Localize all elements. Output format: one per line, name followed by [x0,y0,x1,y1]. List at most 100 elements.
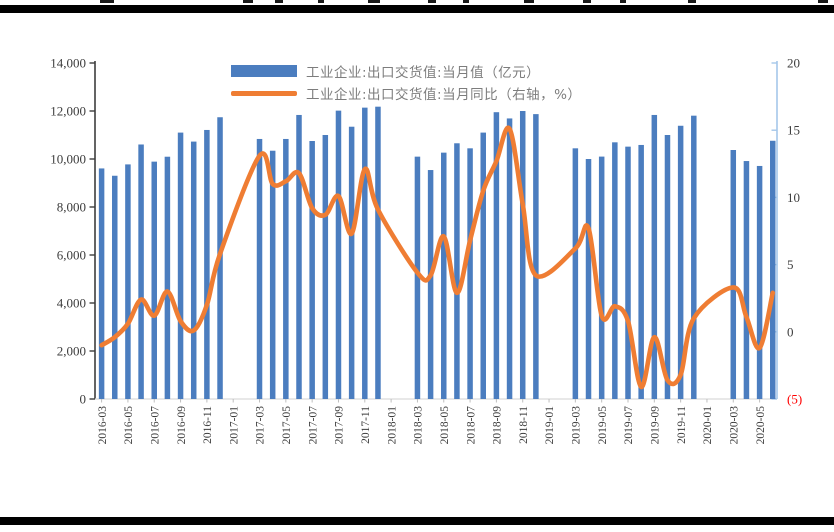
bar-2019-06 [612,142,618,399]
bar-2018-05 [441,152,447,399]
x-axis: 2016-03 2016-05 2016-07 2016-09 2016-11 2017-… [95,398,777,445]
bar-2017-08 [322,135,329,399]
right-axis-label: 10 [787,190,800,205]
bar-2016-11 [204,129,210,399]
x-axis-label: 2017-11 [360,406,372,444]
bar-2017-05 [283,138,289,399]
x-axis-label: 2018-01 [386,406,398,445]
x-axis-label: 2019-11 [676,406,688,444]
bar-2019-08 [638,144,644,399]
bar-2016-07 [151,161,157,399]
cropped-text-fragment [463,0,469,3]
cropped-text-fragment [100,0,114,3]
left-axis-label: 6,000 [57,248,86,263]
bar-2017-11 [362,107,368,399]
right-axis-label: 20 [787,56,800,71]
bar-2018-08 [480,132,486,399]
left-axis-label: 10,000 [50,152,86,167]
bar-2019-12 [691,115,697,400]
bar-2019-04 [585,159,592,399]
x-axis-label: 2018-11 [518,406,530,444]
left-axis-label: 12,000 [50,104,86,119]
bar-2019-03 [572,148,579,399]
bar-2018-07 [467,148,473,399]
x-axis-label: 2017-01 [228,406,240,445]
right-axis-label: (5) [787,392,802,407]
bar-2020-03 [730,150,737,399]
bar-2016-09 [177,132,184,399]
x-axis-label: 2016-03 [97,406,109,445]
bottom-rule [0,517,834,525]
legend-item-bar-series: 工业企业:出口交货值:当月值（亿元） [231,60,581,82]
bar-2018-12 [533,114,539,400]
bar-2019-11 [677,125,684,399]
cropped-text-fragment [688,0,696,3]
x-axis-label: 2016-07 [149,406,161,445]
x-axis-label: 2020-05 [755,406,767,445]
bar-series-swatch [231,65,297,77]
cropped-text-fragment [318,0,324,3]
x-axis-label: 2016-05 [123,406,135,445]
bar-2018-04 [427,170,434,399]
line-series-label: 工业企业:出口交货值:当月同比（右轴，%） [306,87,582,103]
bar-2017-10 [348,126,355,399]
x-axis-label: 2016-09 [176,406,188,445]
right-axis-label: 5 [787,257,794,272]
x-axis-label: 2020-01 [702,406,714,445]
cropped-text-fragment [524,0,534,3]
bar-2018-10 [506,118,513,399]
x-axis-label: 2020-03 [728,406,740,445]
x-axis-label: 2019-05 [597,406,609,445]
cropped-text-fragment [243,0,253,3]
right-axis: (5) 0 5 10 15 20 [771,56,802,407]
cropped-text-fragment [428,0,436,3]
left-axis-label: 14,000 [50,56,86,71]
x-axis-label: 2017-03 [255,406,267,445]
x-axis-label: 2017-07 [307,406,319,445]
bar-2016-03 [98,168,105,399]
x-axis-label: 2018-09 [492,406,504,445]
bar-2018-06 [454,143,460,399]
bar-series [98,106,776,400]
bar-2016-04 [112,175,118,399]
cropped-text-fragment [620,0,626,3]
bar-2020-05 [756,165,763,399]
bar-2016-10 [190,141,197,399]
bar-2020-04 [743,161,750,399]
bar-2017-04 [269,150,276,399]
x-axis-label: 2017-05 [281,406,293,445]
chart-legend: 工业企业:出口交货值:当月值（亿元） 工业企业:出口交货值:当月同比（右轴，%） [231,60,581,104]
cropped-text-fragment [275,0,283,3]
bar-series-label: 工业企业:出口交货值:当月值（亿元） [306,65,541,81]
bar-2017-03 [256,138,263,399]
x-axis-label: 2019-03 [571,406,583,445]
bar-2016-06 [138,144,144,399]
x-axis-label: 2019-09 [650,406,662,445]
yoy-line [99,125,776,390]
bar-2017-09 [335,110,342,399]
left-axis-label: 8,000 [57,200,86,215]
bar-2017-07 [309,141,315,399]
x-axis-label: 2019-07 [623,406,635,445]
bar-2020-06 [770,140,776,399]
x-axis-label: 2019-01 [544,406,556,445]
bar-2018-03 [414,156,421,399]
x-axis-label: 2016-11 [202,406,214,444]
bar-2019-05 [598,156,605,399]
bar-2017-12 [375,106,381,400]
x-axis-label: 2017-09 [334,406,346,445]
bar-2016-05 [125,164,131,399]
x-axis-label: 2018-05 [439,406,451,445]
cropped-text-fragment [368,0,380,3]
right-axis-label: 15 [787,123,800,138]
cropped-text-row [0,0,834,4]
x-axis-label: 2018-03 [413,406,425,445]
left-axis-label: 2,000 [57,344,86,359]
cropped-text-fragment [818,0,828,3]
left-axis: 0 2,000 4,000 6,000 8,000 10,000 12,000 14,000 [50,56,96,407]
top-rule [0,5,834,13]
legend-item-line-series: 工业企业:出口交货值:当月同比（右轴，%） [231,82,581,104]
right-axis-label: 0 [787,324,794,339]
left-axis-label: 0 [80,392,87,407]
